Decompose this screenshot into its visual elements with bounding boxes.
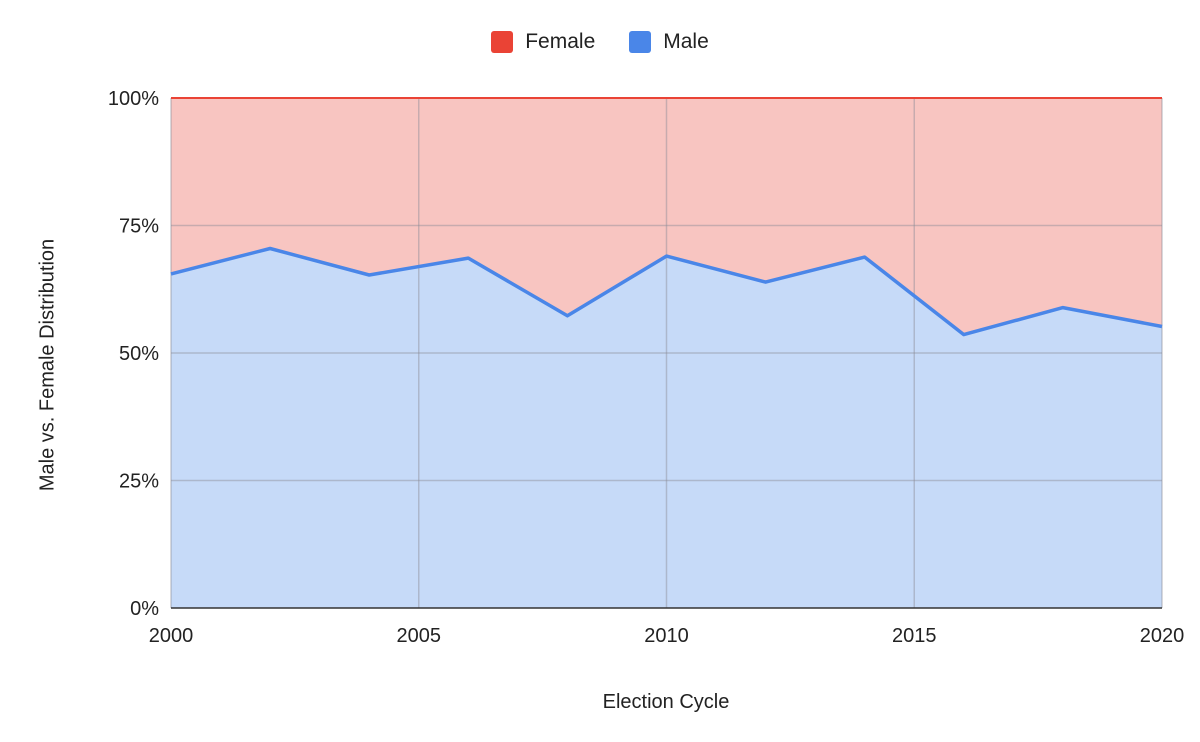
legend-label-female: Female [525,30,596,53]
legend-swatch-male [629,31,652,53]
area-fills [171,98,1162,608]
y-tick-label-25: 25% [119,471,159,493]
legend-item-male[interactable]: Male [629,30,709,54]
x-tick-label-2005: 2005 [397,625,442,647]
x-tick-label-2000: 2000 [149,625,194,647]
y-tick-label-50: 50% [119,343,159,365]
area-male [171,248,1162,608]
series-lines [170,97,1163,337]
legend-swatch-female [491,31,514,53]
area-female [171,98,1162,335]
x-tick-label-2020: 2020 [1140,625,1185,647]
y-tick-label-100: 100% [108,88,159,110]
legend: Female Male [0,30,1200,54]
legend-item-female[interactable]: Female [491,30,595,54]
y-tick-label-75: 75% [119,216,159,238]
x-tick-label-2010: 2010 [644,625,689,647]
y-tick-label-0: 0% [130,598,159,620]
legend-label-male: Male [663,30,709,53]
x-axis-title: Election Cycle [602,691,730,713]
x-tick-label-2015: 2015 [892,625,937,647]
line-male [170,246,1163,337]
tick-labels: 0% 25% 50% 75% 100% 2000 2005 2010 2015 2020 [108,88,1184,647]
